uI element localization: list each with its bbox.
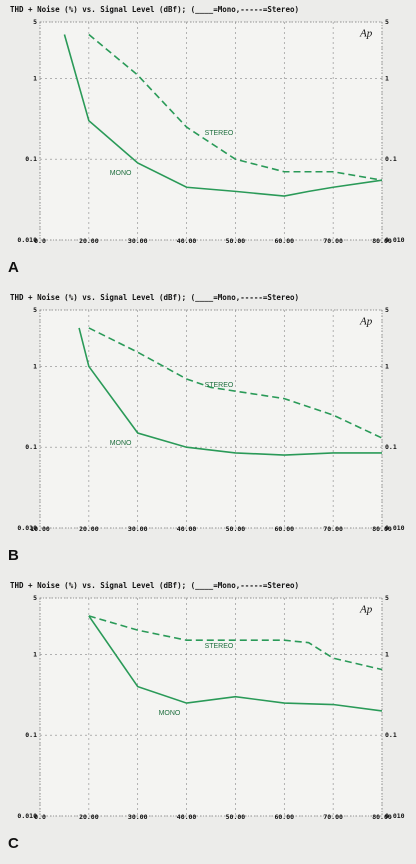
x-tick-label: 10.00 (30, 525, 50, 533)
y2-tick-label: 1 (385, 74, 389, 82)
x-tick-label: 60.00 (274, 525, 294, 533)
y-tick-label: 1 (33, 362, 37, 370)
x-tick-label: 80.00 (372, 237, 392, 245)
y2-tick-label: 0.1 (385, 443, 397, 451)
chart-title: THD + Noise (%) vs. Signal Level (dBf); … (10, 293, 299, 302)
y-tick-label: 0.1 (25, 443, 37, 451)
y2-tick-label: 0.010 (385, 812, 405, 820)
chart-title: THD + Noise (%) vs. Signal Level (dBf); … (10, 581, 299, 590)
data-line (78, 327, 382, 456)
x-tick-label: 70.00 (323, 813, 343, 821)
x-tick-label: 0.0 (34, 237, 46, 245)
x-tick-label: 40.00 (177, 813, 197, 821)
plot-frame (39, 597, 383, 817)
logo: Ap (359, 316, 373, 328)
data-line (88, 33, 383, 181)
x-tick-label: 40.00 (177, 237, 197, 245)
x-tick-label: 20.00 (79, 237, 99, 245)
y-tick-label: 1 (33, 74, 37, 82)
y-tick-label: 0.1 (25, 155, 37, 163)
series-label: MONO (110, 170, 132, 177)
logo: Ap (359, 604, 373, 616)
plot-frame (39, 21, 383, 241)
y-tick-label: 0.010 (17, 524, 37, 532)
y-tick-label: 0.1 (25, 731, 37, 739)
series-label: STEREO (205, 382, 234, 389)
x-tick-label: 80.00 (372, 525, 392, 533)
y-tick-label: 1 (33, 650, 37, 658)
plot-frame (39, 309, 383, 529)
x-tick-label: 80.00 (372, 813, 392, 821)
y2-tick-label: 0.010 (385, 236, 405, 244)
x-tick-label: 50.00 (226, 813, 246, 821)
panel-label: B (8, 547, 19, 564)
x-tick-label: 30.00 (128, 813, 148, 821)
y-tick-label: 5 (33, 18, 37, 26)
panel-label: A (8, 259, 19, 276)
x-tick-label: 20.00 (79, 525, 99, 533)
x-tick-label: 20.00 (79, 813, 99, 821)
x-tick-label: 70.00 (323, 525, 343, 533)
x-tick-label: 50.00 (226, 237, 246, 245)
y2-tick-label: 5 (385, 18, 389, 26)
y2-tick-label: 0.1 (385, 155, 397, 163)
y2-tick-label: 5 (385, 306, 389, 314)
series-label: MONO (110, 440, 132, 447)
logo: Ap (359, 28, 373, 40)
x-tick-label: 60.00 (274, 813, 294, 821)
x-tick-label: 30.00 (128, 237, 148, 245)
y-tick-label: 0.010 (17, 236, 37, 244)
x-tick-label: 50.00 (226, 525, 246, 533)
y2-tick-label: 1 (385, 650, 389, 658)
x-tick-label: 0.0 (34, 813, 46, 821)
y2-tick-label: 5 (385, 594, 389, 602)
y2-tick-label: 0.010 (385, 524, 405, 532)
y-tick-label: 5 (33, 594, 37, 602)
y-tick-label: 0.010 (17, 812, 37, 820)
chart-title: THD + Noise (%) vs. Signal Level (dBf); … (10, 5, 299, 14)
data-line (88, 327, 383, 439)
x-tick-label: 60.00 (274, 237, 294, 245)
x-tick-label: 40.00 (177, 525, 197, 533)
y2-tick-label: 1 (385, 362, 389, 370)
data-line (88, 615, 383, 671)
data-line (63, 34, 383, 197)
y-tick-label: 5 (33, 306, 37, 314)
x-tick-label: 70.00 (323, 237, 343, 245)
data-line (88, 615, 383, 712)
series-label: STEREO (205, 130, 234, 137)
panel-label: C (8, 835, 19, 852)
series-label: MONO (159, 710, 181, 717)
y2-tick-label: 0.1 (385, 731, 397, 739)
x-tick-label: 30.00 (128, 525, 148, 533)
series-label: STEREO (205, 643, 234, 650)
